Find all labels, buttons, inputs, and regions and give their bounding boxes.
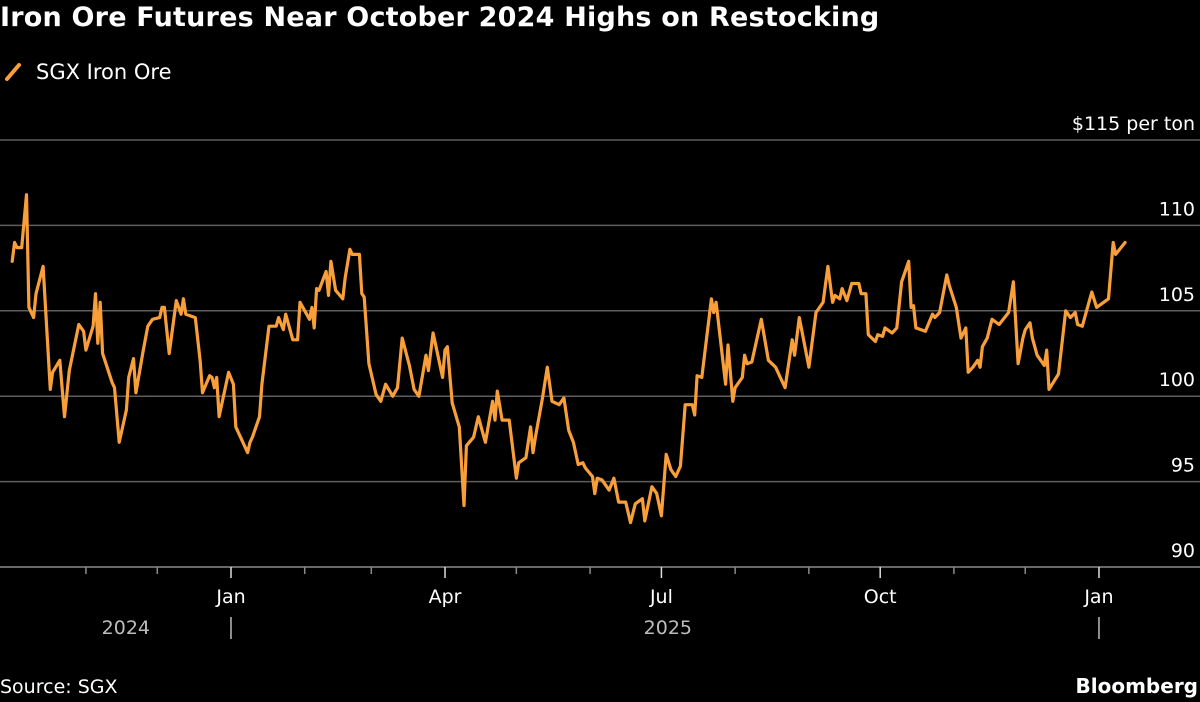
legend-label: SGX Iron Ore: [36, 60, 172, 84]
source-note: Source: SGX: [0, 676, 118, 698]
brand-logo: Bloomberg: [1075, 674, 1198, 698]
legend: SGX Iron Ore: [4, 60, 172, 84]
x-tick-label: Jan: [215, 586, 245, 608]
legend-swatch-icon: [5, 63, 21, 81]
x-tick-label: Jul: [649, 586, 673, 608]
x-tick-label: Oct: [864, 586, 897, 608]
year-label: 2025: [644, 617, 692, 639]
y-tick-label: 100: [1159, 369, 1195, 391]
x-tick-label: Apr: [429, 586, 462, 608]
series-line-sgx-iron-ore: [10, 193, 1127, 525]
y-tick-label: 95: [1171, 455, 1195, 477]
y-tick-label: $115 per ton: [1072, 113, 1195, 135]
chart-title: Iron Ore Futures Near October 2024 Highs…: [0, 2, 880, 33]
y-tick-label: 105: [1159, 284, 1195, 306]
y-tick-label: 110: [1159, 198, 1195, 220]
y-tick-label: 90: [1171, 540, 1195, 562]
year-label: 2024: [102, 617, 150, 639]
x-tick-label: Jan: [1083, 586, 1113, 608]
